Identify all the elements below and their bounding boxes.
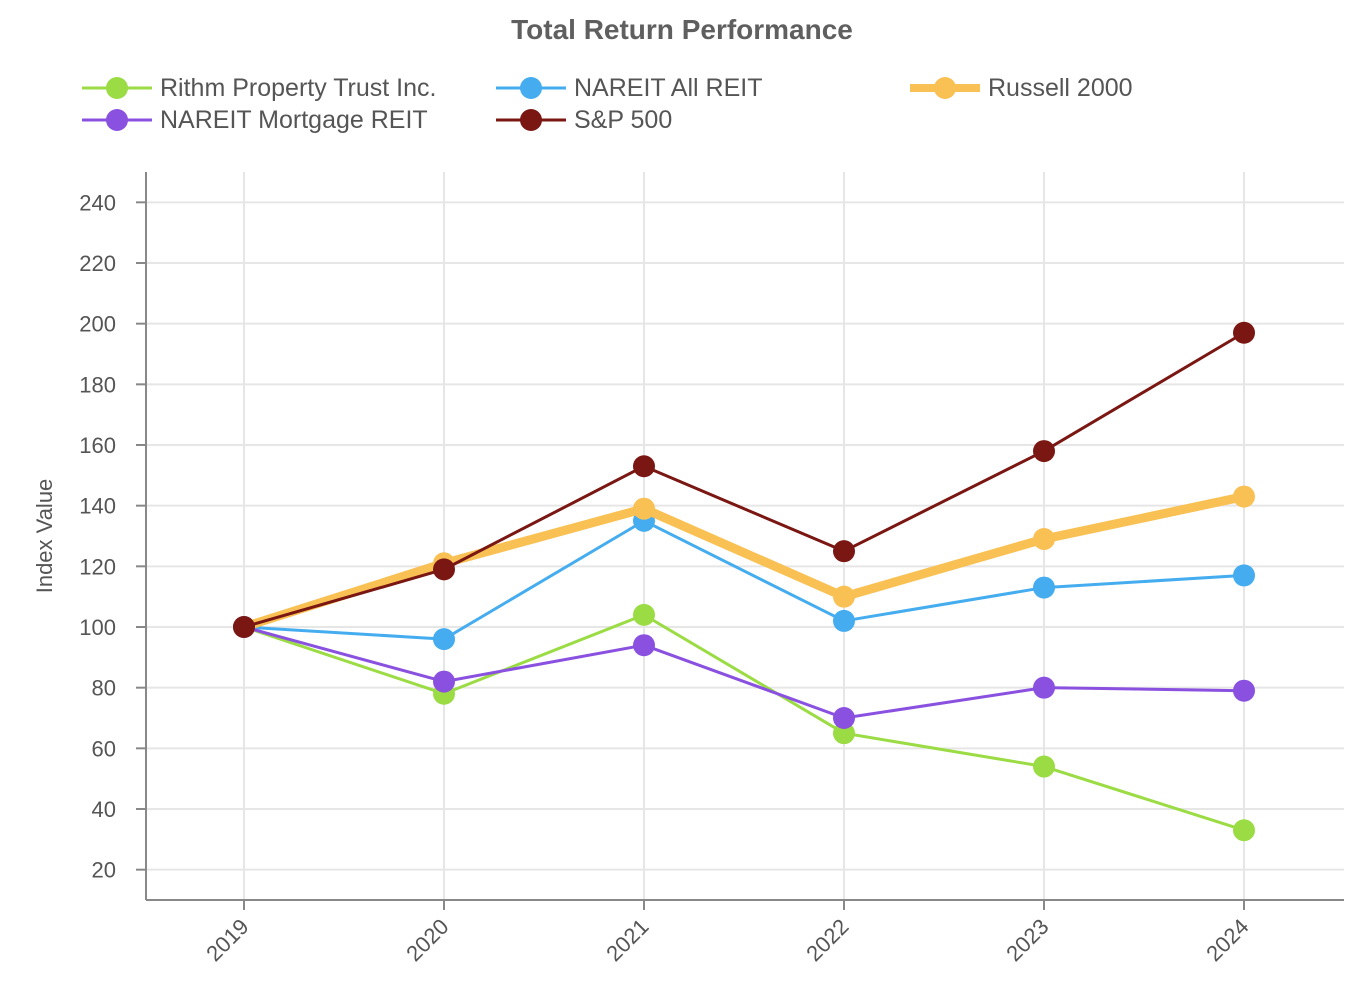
y-tick-label: 60	[92, 736, 116, 761]
legend-swatch-nareit-all-reit	[496, 77, 566, 99]
series-line-nareit-all-reit	[242, 519, 1246, 641]
series-line-s-p-500	[242, 331, 1246, 629]
legend-swatch-nareit-mortgage-reit	[82, 109, 152, 131]
data-point-s-p-500	[433, 558, 455, 581]
legend-label-nareit-all-reit: NAREIT All REIT	[574, 73, 763, 102]
data-point-nareit-all-reit	[433, 628, 455, 651]
data-point-rithm-property-trust-inc	[633, 603, 655, 626]
data-point-nareit-mortgage-reit	[633, 634, 655, 657]
y-tick-label: 140	[79, 494, 116, 519]
legend-item-russell-2000[interactable]: Russell 2000	[910, 72, 1133, 104]
y-tick-label: 220	[79, 251, 116, 276]
legend-swatch-rithm	[82, 77, 152, 99]
data-point-s-p-500	[1233, 321, 1255, 344]
x-tick-label: 2019	[201, 914, 253, 966]
chart-legend: Rithm Property Trust Inc. NAREIT All REI…	[0, 70, 1364, 140]
data-point-nareit-all-reit	[1033, 576, 1055, 599]
legend-label-nareit-mortgage-reit: NAREIT Mortgage REIT	[160, 105, 428, 134]
y-axis-title: Index Value	[32, 479, 57, 594]
series-line-rithm-property-trust-inc	[242, 613, 1246, 832]
legend-item-nareit-all-reit[interactable]: NAREIT All REIT	[496, 72, 762, 104]
data-point-rithm-property-trust-inc	[1233, 819, 1255, 842]
data-point-s-p-500	[633, 455, 655, 478]
legend-swatch-sp-500	[496, 109, 566, 131]
chart-title: Total Return Performance	[511, 14, 853, 45]
y-tick-label: 80	[92, 676, 116, 701]
data-point-russell-2000	[833, 585, 855, 608]
data-point-nareit-all-reit	[833, 609, 855, 632]
data-point-s-p-500	[1033, 440, 1055, 463]
legend-label-russell-2000: Russell 2000	[988, 73, 1133, 102]
data-point-russell-2000	[633, 497, 655, 520]
data-point-s-p-500	[233, 616, 255, 638]
y-tick-label: 200	[79, 312, 116, 337]
data-point-nareit-mortgage-reit	[833, 707, 855, 729]
legend-item-rithm[interactable]: Rithm Property Trust Inc.	[82, 72, 436, 104]
y-tick-label: 20	[92, 858, 116, 883]
x-tick-label: 2020	[401, 914, 453, 966]
legend-label-rithm: Rithm Property Trust Inc.	[160, 73, 437, 102]
y-tick-label: 160	[79, 433, 116, 458]
data-point-nareit-mortgage-reit	[1233, 679, 1255, 702]
legend-label-sp-500: S&P 500	[574, 105, 673, 134]
x-tick-label: 2022	[801, 914, 853, 966]
data-point-rithm-property-trust-inc	[1033, 755, 1055, 778]
y-tick-label: 40	[92, 797, 116, 822]
data-point-s-p-500	[833, 540, 855, 563]
series-line-russell-2000	[239, 492, 1249, 632]
series-line-nareit-mortgage-reit	[242, 625, 1246, 720]
data-point-rithm-property-trust-inc	[833, 722, 855, 745]
x-tick-label: 2023	[1001, 914, 1053, 966]
x-tick-label: 2024	[1201, 914, 1253, 966]
x-tick-label: 2021	[601, 914, 653, 966]
legend-swatch-russell-2000	[910, 77, 980, 99]
data-point-russell-2000	[1033, 528, 1055, 551]
data-point-russell-2000	[1233, 485, 1255, 508]
legend-item-sp-500[interactable]: S&P 500	[496, 104, 672, 136]
legend-item-nareit-mortgage-reit[interactable]: NAREIT Mortgage REIT	[82, 104, 428, 136]
data-point-nareit-mortgage-reit	[1033, 676, 1055, 699]
data-point-nareit-all-reit	[1233, 564, 1255, 587]
y-tick-label: 180	[79, 372, 116, 397]
y-tick-label: 100	[79, 615, 116, 640]
data-point-nareit-mortgage-reit	[433, 670, 455, 693]
y-tick-label: 240	[79, 190, 116, 215]
y-tick-label: 120	[79, 554, 116, 579]
